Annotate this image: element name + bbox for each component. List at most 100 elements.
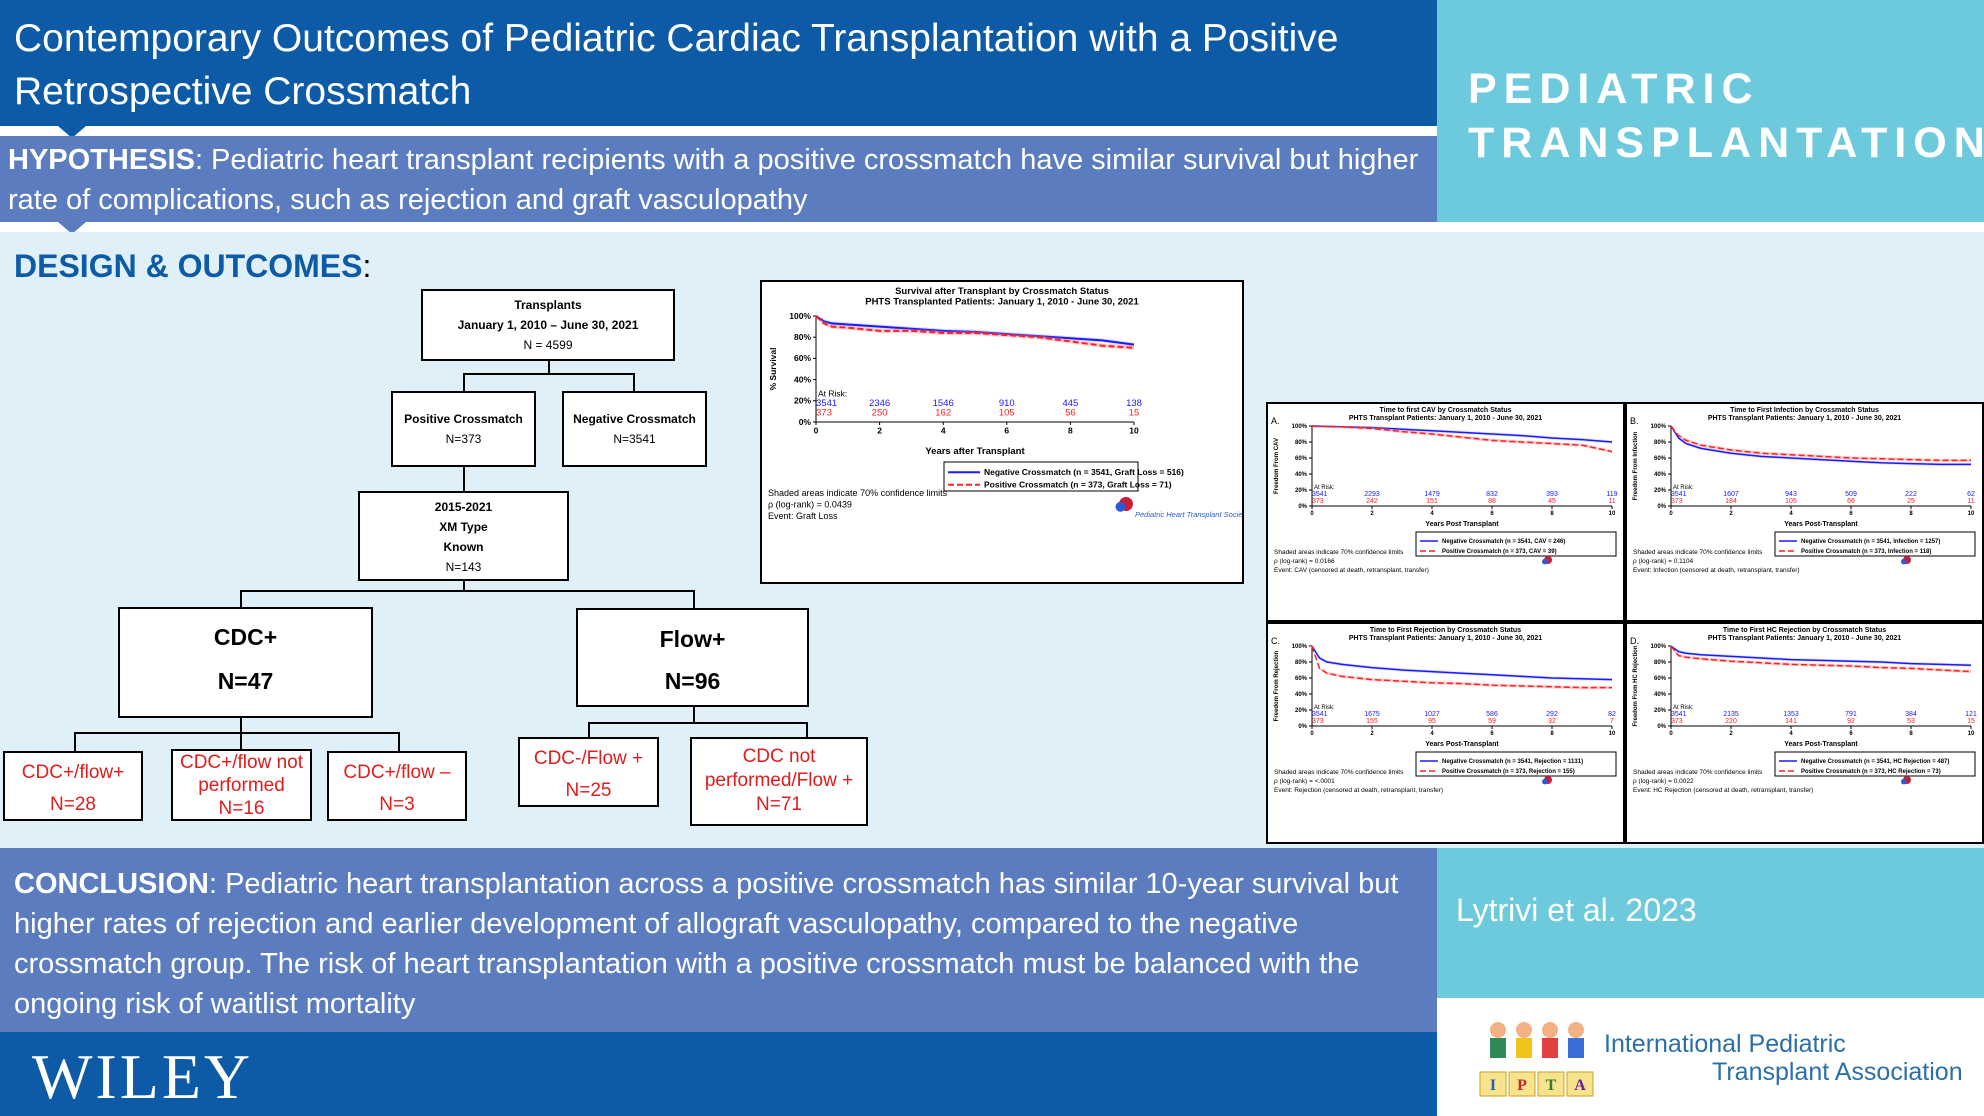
y-tick-label: 20% [794, 396, 811, 406]
at-risk-count: 3541 [1312, 711, 1328, 718]
at-risk-count: 184 [1725, 498, 1737, 505]
at-risk-count: 7 [1610, 718, 1614, 725]
legend-label: Negative Crossmatch (n = 3541, Graft Los… [984, 467, 1184, 477]
x-tick-label: 2 [877, 426, 882, 436]
xm-known-years: 2015-2021 [434, 500, 493, 514]
y-tick-label: 20% [1654, 488, 1667, 494]
at-risk-count: 2293 [1364, 491, 1380, 498]
design-label: DESIGN & OUTCOMES [14, 248, 363, 284]
y-tick-label: 40% [1654, 472, 1667, 478]
series-line [1670, 645, 1972, 673]
author-box [1437, 848, 1984, 998]
heart-logo-icon [1115, 501, 1126, 512]
chart-title: Survival after Transplant by Crossmatch … [895, 286, 1109, 297]
legend-box [943, 461, 1139, 492]
transplants-dates: January 1, 2010 – June 30, 2021 [457, 318, 639, 332]
cdc-positive-box: CDC+ N=47 [118, 607, 373, 718]
at-risk-count: 220 [1725, 718, 1737, 725]
legend-label: Negative Crossmatch (n = 3541, Infection… [1801, 539, 1940, 545]
conclusion-label: CONCLUSION [14, 868, 209, 900]
cdc-flow-negative-n: N=3 [379, 794, 415, 815]
x-tick-label: 6 [1004, 426, 1009, 436]
at-risk-count: 445 [1062, 398, 1078, 409]
negative-crossmatch-title: Negative Crossmatch [573, 412, 696, 426]
y-tick-label: 20% [1295, 708, 1308, 714]
x-tick-label: 2 [1370, 731, 1374, 737]
flow-connector [548, 360, 550, 374]
chart-note: ρ (log-rank) = 0.0022 [1633, 778, 1694, 785]
x-axis-label: Years Post-Transplant [1425, 741, 1499, 748]
cdc-not-performed-flow-positive-box: CDC not performed/Flow + N=71 [690, 737, 868, 826]
chart-subtitle: PHTS Transplant Patients: January 1, 201… [1708, 415, 1901, 422]
flow-connector [588, 722, 808, 724]
at-risk-count: 373 [1671, 498, 1683, 505]
at-risk-label: At Risk: [1673, 485, 1694, 491]
y-tick-label: 60% [1654, 676, 1667, 682]
flow-connector [806, 722, 808, 738]
confidence-band [1312, 646, 1612, 682]
legend-box [1774, 751, 1976, 777]
at-risk-count: 222 [1905, 491, 1917, 498]
x-axis-label: Years Post Transplant [1425, 521, 1499, 528]
flow-connector [463, 580, 465, 592]
panel-label: C. [1271, 636, 1280, 646]
chart-note: Event: Infection (censored at death, ret… [1633, 567, 1800, 574]
confidence-band [1671, 426, 1971, 466]
heart-logo-icon [1542, 778, 1548, 785]
ipta-letter: T [1546, 1077, 1557, 1094]
flow-connector [633, 373, 635, 392]
publisher-banner [0, 1032, 1437, 1116]
flow-positive-title: Flow+ [659, 626, 726, 652]
series-line [1670, 645, 1972, 666]
legend-box [1415, 751, 1617, 777]
x-tick-label: 10 [1968, 511, 1975, 517]
at-risk-label: At Risk: [1673, 705, 1694, 711]
legend-box [1774, 531, 1976, 557]
cdc-flow-not-performed-box: CDC+/flow not performed N=16 [171, 749, 312, 821]
y-tick-label: 60% [1295, 676, 1308, 682]
at-risk-count: 25 [1907, 498, 1915, 505]
x-axis-label: Years Post-Transplant [1784, 741, 1858, 748]
cdc-neg-flow-positive-title: CDC-/Flow + [533, 748, 644, 769]
y-tick-label: 60% [794, 353, 811, 363]
at-risk-count: 11 [1608, 498, 1615, 505]
y-tick-label: 0% [1298, 724, 1307, 730]
y-tick-label: 20% [1654, 708, 1667, 714]
at-risk-count: 105 [1785, 498, 1797, 505]
title-notch [58, 126, 86, 138]
heart-logo-icon [1542, 558, 1548, 565]
cdc-flow-positive-box: CDC+/flow+ N=28 [3, 751, 143, 821]
cdc-flow-not-performed-n: N=16 [218, 798, 265, 819]
legend-label: Positive Crossmatch (n = 373, Infection … [1801, 549, 1931, 555]
flow-connector [693, 706, 695, 724]
flow-connector [463, 373, 465, 392]
chart-note: Shaded areas indicate 70% confidence lim… [768, 488, 948, 498]
chart-note: Event: Graft Loss [768, 511, 838, 521]
y-tick-label: 80% [1295, 660, 1308, 666]
x-axis-label: Years after Transplant [925, 446, 1025, 457]
series-line [1311, 645, 1612, 689]
y-tick-label: 100% [789, 311, 811, 321]
at-risk-count: 105 [999, 408, 1015, 419]
legend-label: Positive Crossmatch (n = 373, Graft Loss… [984, 480, 1172, 490]
confidence-band [1671, 646, 1971, 667]
x-tick-label: 10 [1609, 731, 1616, 737]
at-risk-count: 586 [1486, 711, 1498, 718]
ipta-letter: I [1490, 1077, 1496, 1094]
at-risk-count: 2346 [869, 398, 890, 409]
flow-connector [74, 732, 400, 734]
xm-known-n: N=143 [445, 560, 482, 574]
at-risk-count: 11 [1967, 498, 1974, 505]
at-risk-count: 88 [1488, 498, 1496, 505]
journal-brand: PEDIATRIC TRANSPLANTATION [1468, 62, 1984, 170]
confidence-band [1671, 646, 1971, 674]
x-tick-label: 8 [1550, 511, 1554, 517]
x-tick-label: 6 [1849, 731, 1853, 737]
cdc-neg-flow-positive-n: N=25 [565, 780, 612, 801]
at-risk-count: 250 [872, 408, 888, 419]
at-risk-count: 92 [1847, 718, 1855, 725]
x-tick-label: 6 [1849, 511, 1853, 517]
chart-subtitle: PHTS Transplant Patients: January 1, 201… [1349, 635, 1542, 642]
x-tick-label: 0 [1669, 731, 1673, 737]
legend-label: Positive Crossmatch (n = 373, HC Rejecti… [1801, 769, 1941, 775]
